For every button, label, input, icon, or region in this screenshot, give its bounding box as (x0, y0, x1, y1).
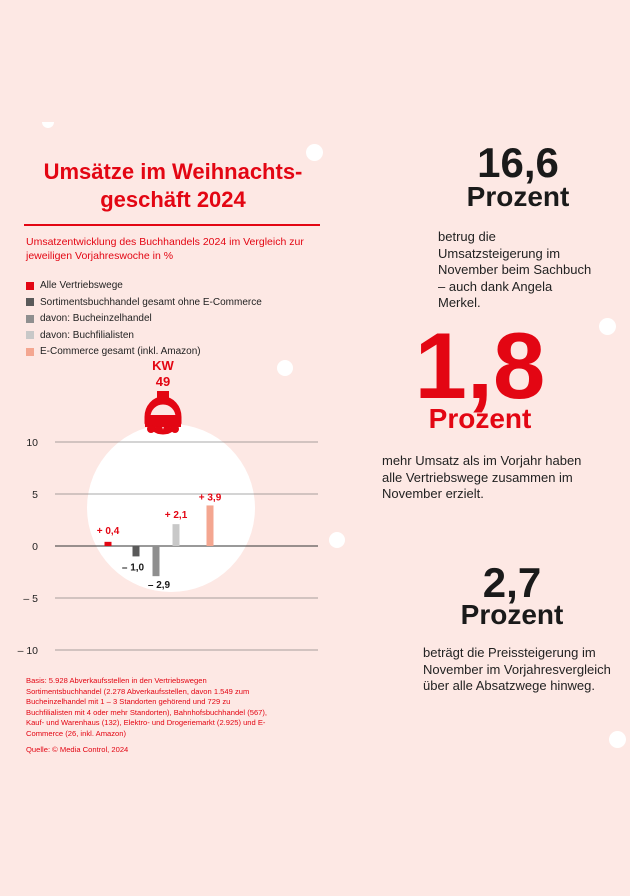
source-note: Quelle: © Media Control, 2024 (26, 745, 129, 754)
stat-text: mehr Umsatz als im Vorjahr haben alle Ve… (382, 453, 582, 501)
legend-swatch (26, 347, 34, 356)
bars (104, 505, 214, 577)
legend-item: davon: Bucheinzelhandel (26, 311, 262, 326)
y-tick-label: 0 (32, 541, 38, 553)
y-tick-label: 10 (26, 437, 38, 449)
y-axis: 10 5 0 – 5 – 10 (18, 437, 39, 657)
legend-swatch (26, 331, 34, 339)
y-tick-label: – 10 (18, 645, 39, 657)
bar-value-label: + 0,4 (97, 526, 120, 537)
snow-dot (609, 731, 626, 748)
legend-label: Sortimentsbuchhandel gesamt ohne E-Comme… (40, 296, 262, 308)
legend-item: Alle Vertriebswege (26, 278, 262, 293)
snow-dot (306, 144, 323, 161)
bauble-icon (144, 391, 182, 435)
y-tick-label: 5 (32, 489, 38, 501)
snow-dot (329, 532, 345, 548)
snow-dot (42, 122, 54, 128)
bar-value-label: + 3,9 (199, 492, 222, 503)
legend-label: davon: Bucheinzelhandel (40, 313, 152, 324)
bar (132, 546, 140, 557)
bar (172, 524, 180, 546)
legend-label: davon: Buchfilialisten (40, 329, 134, 341)
bar (104, 541, 112, 546)
stat-text: betrug die Umsatzsteigerung im November … (438, 229, 592, 310)
legend-item: davon: Buchfilialisten (26, 328, 262, 343)
stat-unit: Prozent (466, 181, 570, 212)
chart-subtitle: Umsatzentwicklung des Buchhandels 2024 i… (26, 236, 304, 262)
legend-swatch (26, 281, 34, 290)
legend-item: Sortimentsbuchhandel gesamt ohne E-Comme… (26, 295, 262, 310)
legend-swatch (26, 314, 34, 323)
stat-text: beträgt die Preissteigerung im November … (423, 645, 611, 693)
week-number: 49 (156, 374, 170, 389)
chart-legend: Alle Vertriebswege Sortimentsbuchhandel … (26, 278, 262, 361)
stat-number: 2,7 (482, 559, 542, 606)
snow-dot (599, 318, 616, 335)
chart-backdrop (87, 424, 255, 592)
bar-value-label: – 2,9 (148, 580, 171, 591)
stat-number: 16,6 (477, 139, 559, 186)
week-label: KW (152, 358, 174, 373)
title-divider (24, 224, 320, 226)
bar-value-label: – 1,0 (122, 562, 145, 573)
chart-title: Umsätze im Weihnachts- geschäft 2024 (43, 159, 303, 212)
bar-labels: + 0,4 – 1,0– 2,9 + 2,1 + 3,9 (97, 492, 222, 591)
legend-label: E-Commerce gesamt (inkl. Amazon) (40, 346, 201, 357)
bar (206, 505, 214, 546)
y-tick-label: – 5 (23, 593, 38, 605)
bar-value-label: + 2,1 (165, 510, 188, 521)
legend-swatch (26, 298, 34, 306)
footnote: Basis: 5.928 Abverkaufsstellen in den Ve… (26, 676, 268, 738)
stat-unit: Prozent (428, 403, 532, 434)
snow-dot (277, 360, 293, 376)
y-grid (55, 441, 318, 651)
legend-item: E-Commerce gesamt (inkl. Amazon) (26, 344, 262, 359)
bar (152, 546, 160, 577)
legend-label: Alle Vertriebswege (40, 280, 123, 291)
stat-number: 1,8 (414, 313, 546, 418)
stat-unit: Prozent (460, 599, 564, 630)
